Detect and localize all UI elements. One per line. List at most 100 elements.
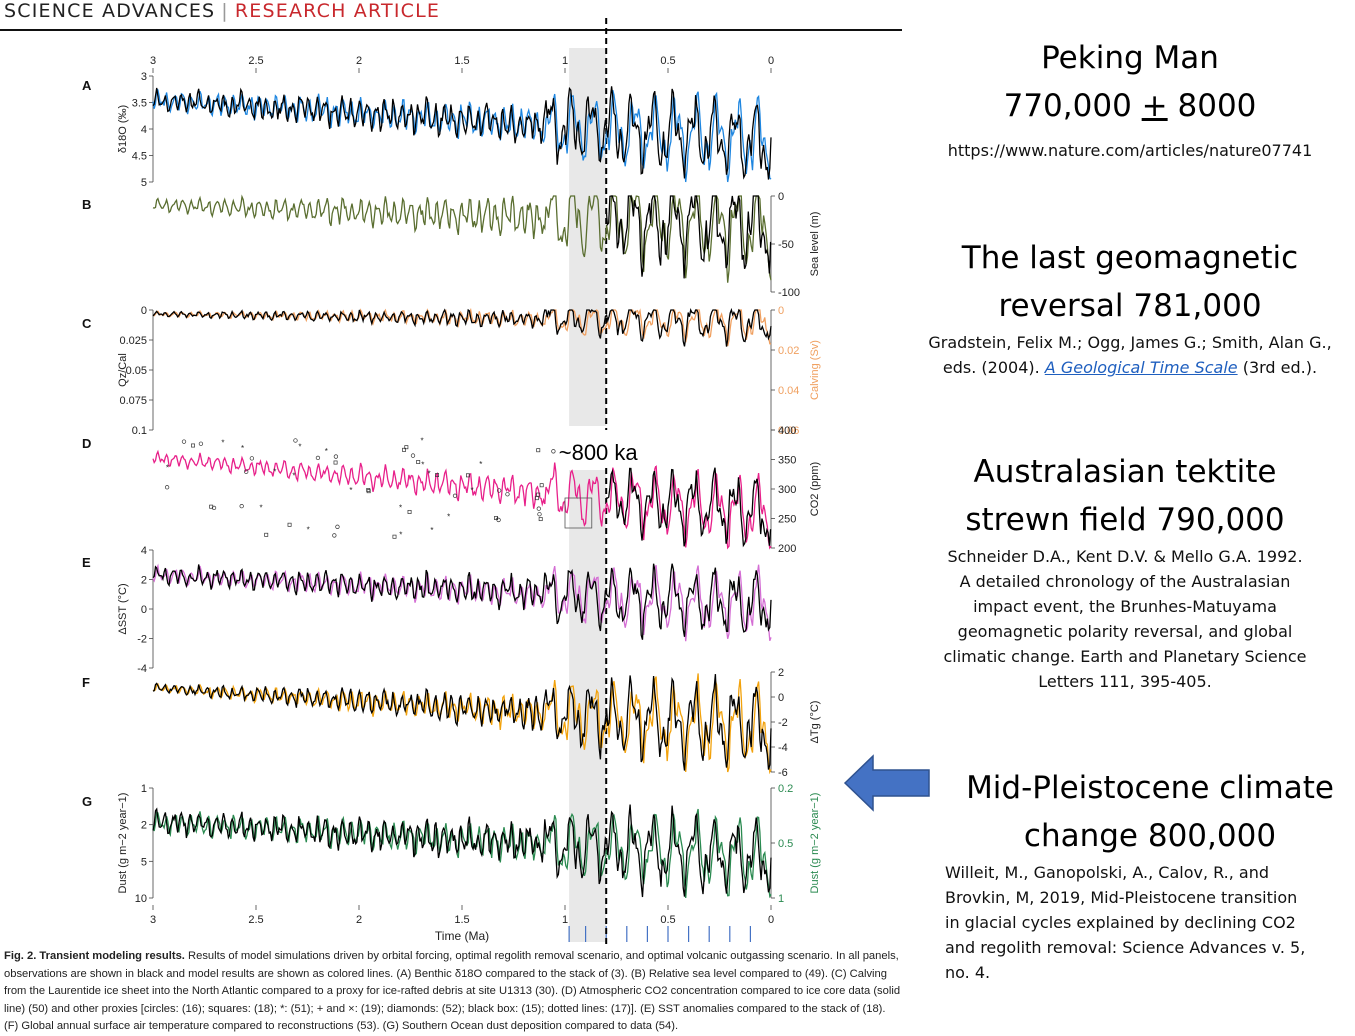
marker-label-bg [556,434,657,466]
proxy-point: * [421,461,424,470]
proxy-point [496,517,501,523]
y-tick-label: 0.025 [119,335,147,347]
geomag-block: The last geomagnetic reversal 781,000 Gr… [905,234,1355,380]
peking-value: 770,000 + 8000 [905,82,1355,130]
proxy-point [392,534,397,539]
x-tick-label-top: 2.5 [248,55,263,67]
proxy-point [198,441,204,446]
geomag-title-2: reversal 781,000 [998,288,1262,324]
y-tick-label-right: 0.02 [778,345,799,357]
midpleist-ref-line: in glacial cycles explained by declining… [945,913,1296,932]
article-type: RESEARCH ARTICLE [234,0,441,22]
proxy-point [264,532,269,537]
x-tick-label-bottom: 1 [562,914,568,926]
panel-letter-a: A [82,78,92,93]
tektite-title-1: Australasian tektite [973,454,1277,490]
proxy-point [404,445,409,450]
panel-d-series [152,449,772,550]
panel-g-series [152,804,772,899]
y-tick-label: 0.075 [119,395,147,407]
proxy-black-box [564,497,593,529]
x-tick-label-top: 2 [356,55,362,67]
peking-man-block: Peking Man 770,000 + 8000 https://www.na… [905,34,1355,163]
y-tick-label-right: 2 [778,667,784,679]
proxy-point [333,460,338,465]
proxy-point: * [221,439,224,448]
journal-header: SCIENCE ADVANCES | RESEARCH ARTICLE [4,0,440,22]
x-axis-label: Time (Ma) [435,929,489,943]
proxy-point: * [479,460,482,469]
peking-age: 770,000 [1003,88,1132,124]
panel-c-observation-line [152,307,772,347]
panel-e-series [152,563,772,642]
midpleist-ref-line: no. 4. [945,963,991,982]
y-tick-label-right: 0.06 [778,425,799,437]
y-tick-label-right: -6 [778,767,788,779]
panel-a-observation-line [152,86,772,180]
proxy-point [407,509,412,514]
geomag-ref-link[interactable]: A Geological Time Scale [1044,358,1238,377]
midpleist-ref-line: Brovkin, M, 2019, Mid-Pleistocene transi… [945,888,1298,907]
tektite-ref-line: climatic change. Earth and Planetary Sci… [943,647,1307,666]
panel-letter-e: E [82,555,91,570]
y-tick-label: 0 [141,305,147,317]
panel-b-model-line [152,194,772,283]
proxy-point [538,517,543,522]
plus-minus: + [1141,88,1168,124]
tektite-title-2: strewn field 790,000 [965,502,1285,538]
x-tick-label-bottom: 0.5 [660,914,675,926]
panel-g-model-line [152,808,772,899]
tektite-ref-line: A detailed chronology of the Australasia… [959,572,1291,591]
x-tick-label-bottom: 2.5 [248,914,263,926]
tektite-ref-line: Schneider D.A., Kent D.V. & Mello G.A. 1… [947,547,1303,566]
panel-d-ylabel-right: CO2 (ppm) [809,462,821,516]
series-layer: ******************** [152,86,772,899]
panel-letter-b: B [82,197,91,212]
proxy-point: * [399,504,402,513]
y-tick-label-right: 0 [778,191,784,203]
marker-label: ~800 ka [559,440,639,465]
annotation-column: Peking Man 770,000 + 8000 https://www.na… [843,0,1355,1036]
panel-b-ylabel-right: Sea level (m) [809,212,821,277]
proxy-point [539,483,544,488]
panel-e-model-line [152,563,772,642]
proxy-point [332,533,337,538]
panel-c-ylabel-right: Calving (Sv) [809,340,821,400]
panel-c-model-line [152,307,772,347]
proxy-point [410,453,416,458]
y-tick-label: 4 [141,124,147,136]
proxy-point: * [260,503,263,512]
y-tick-label: 1 [141,783,147,795]
proxy-point [435,473,440,477]
tektite-ref-line: geomagnetic polarity reversal, and globa… [957,622,1293,641]
proxy-point [249,456,255,461]
proxy-point: * [349,486,352,495]
panel-letter-d: D [82,436,91,451]
panel-a-ylabel: δ18O (‰) [117,105,129,153]
proxy-point: * [241,444,244,453]
y-tick-label-right: 0 [778,692,784,704]
x-tick-label-bottom: 1.5 [454,914,469,926]
geomag-ref-pre: eds. (2004). [942,358,1045,377]
tektite-ref-line: Letters 111, 395-405. [1038,672,1212,691]
y-tick-label-right: -4 [778,742,788,754]
proxy-point [551,449,556,454]
midpleist-ref-line: Willeit, M., Ganopolski, A., Calov, R., … [945,863,1270,882]
y-tick-label: 0 [141,604,147,616]
midpleist-ref: Willeit, M., Ganopolski, A., Calov, R., … [945,860,1355,985]
x-tick-label-bottom: 0 [768,914,774,926]
proxy-point [466,473,470,478]
panel-letter-f: F [82,675,90,690]
x-tick-label-bottom: 2 [356,914,362,926]
caption-lead: Fig. 2. Transient modeling results. [4,950,185,962]
panel-d-observation-line [605,467,772,548]
panel-e-ylabel: ΔSST (°C) [117,583,129,634]
proxy-point [211,505,217,511]
y-tick-label: 2 [141,575,147,587]
header-rule [0,29,902,31]
panel-a-model-line [152,87,772,183]
proxy-point [497,488,502,493]
proxy-point: * [307,525,310,534]
y-tick-label-right: 400 [778,425,796,437]
